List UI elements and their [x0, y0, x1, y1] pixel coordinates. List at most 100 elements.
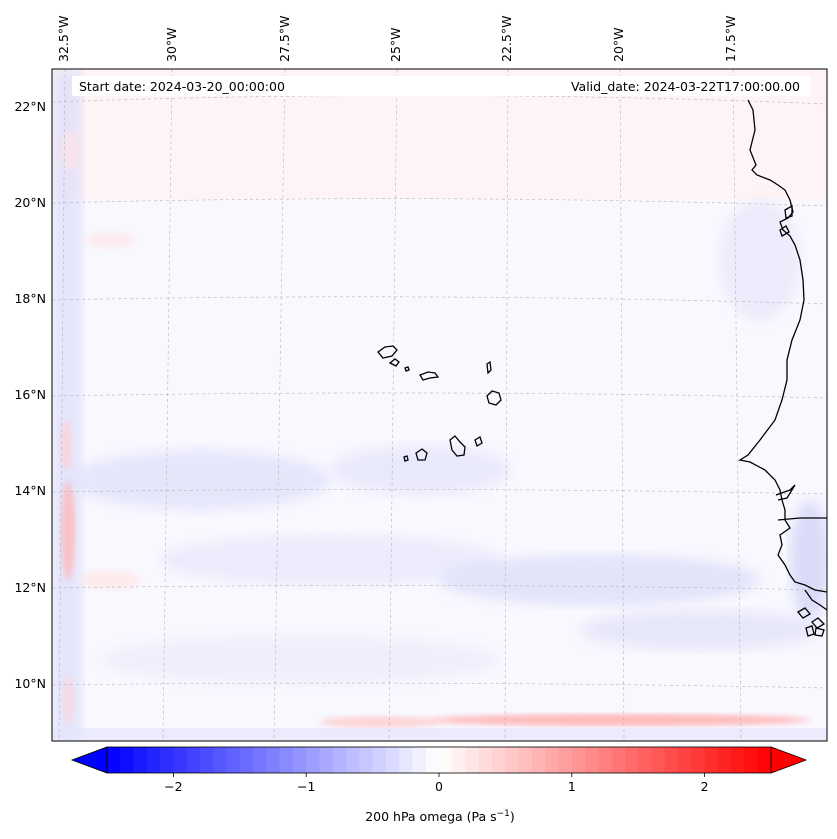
colorbar-step: [452, 747, 467, 773]
colorbar-tick-label: 1: [568, 779, 576, 794]
colorbar-step: [691, 747, 706, 773]
colorbar-step: [332, 747, 347, 773]
colorbar-step: [385, 747, 400, 773]
colorbar-step: [199, 747, 214, 773]
colorbar-step: [624, 747, 639, 773]
colorbar-label-sup: −1: [497, 809, 510, 819]
coastlines: [738, 99, 827, 637]
colorbar-step: [704, 747, 719, 773]
lon-label: 30°W: [164, 27, 179, 62]
lat-labels: 22°N 20°N 18°N 16°N 14°N 12°N 10°N: [14, 99, 46, 691]
colorbar-label-end: ): [510, 809, 515, 824]
colorbar-step: [120, 747, 135, 773]
map-panel: Start date: 2024-03-20_00:00:00 Valid_da…: [51, 68, 828, 742]
maio-island: [474, 436, 483, 447]
valid-date-label: Valid_date: 2024-03-22T17:00:00.00: [571, 79, 800, 94]
africa-coastline: [738, 99, 827, 593]
sal-island: [486, 360, 492, 375]
header-box: [72, 76, 810, 96]
colorbar-step: [160, 747, 174, 773]
lon-labels: 32.5°W 30°W 27.5°W 25°W 22.5°W 20°W 17.5…: [56, 16, 738, 62]
lat-label: 12°N: [14, 580, 46, 595]
colorbar-step: [399, 747, 413, 773]
colorbar-step: [266, 747, 281, 773]
colorbar-step: [611, 747, 626, 773]
colorbar-step: [531, 747, 546, 773]
colorbar-label: 200 hPa omega (Pa s−1): [365, 809, 515, 824]
colorbar-step: [585, 747, 599, 773]
colorbar-step: [279, 747, 294, 773]
lat-label: 22°N: [14, 99, 46, 114]
colorbar-step: [651, 747, 666, 773]
santo-antao-island: [377, 345, 398, 359]
colorbar-step: [359, 747, 374, 773]
lat-label: 14°N: [14, 483, 46, 498]
colorbar-step: [744, 747, 759, 773]
colorbar-step: [638, 747, 652, 773]
colorbar-tick-label: 2: [701, 779, 709, 794]
colorbar-step: [146, 747, 161, 773]
colorbar-step: [558, 747, 573, 773]
colorbar-step: [107, 747, 121, 773]
colorbar-step: [346, 747, 360, 773]
colorbar-step: [226, 747, 241, 773]
colorbar-step: [678, 747, 692, 773]
colorbar-step: [545, 747, 560, 773]
lon-label: 20°W: [611, 27, 626, 62]
lon-label: 27.5°W: [277, 16, 292, 62]
sao-vicente-island: [388, 358, 400, 367]
colorbar-step: [253, 747, 267, 773]
lat-label: 16°N: [14, 387, 46, 402]
brava-island: [403, 455, 409, 462]
colorbar-tick-label: −2: [164, 779, 182, 794]
colorbar-step: [412, 747, 427, 773]
lon-label: 17.5°W: [723, 16, 738, 62]
colorbar-step: [598, 747, 613, 773]
colorbar-step: [465, 747, 480, 773]
colorbar-step: [372, 747, 387, 773]
colorbar-step: [478, 747, 493, 773]
colorbar-step: [133, 747, 148, 773]
cape-verde-islands: [377, 345, 502, 462]
colorbar-step: [292, 747, 307, 773]
lon-label: 32.5°W: [56, 16, 71, 62]
lat-label: 18°N: [14, 291, 46, 306]
colorbar-step: [731, 747, 745, 773]
colorbar-label-text: 200 hPa omega (Pa s: [365, 809, 496, 824]
colorbar-step: [213, 747, 228, 773]
lat-label: 20°N: [14, 195, 46, 210]
colorbar-step: [664, 747, 679, 773]
colorbar-steps: [107, 747, 772, 773]
sao-nicolau-island: [419, 371, 440, 381]
start-date-label: Start date: 2024-03-20_00:00:00: [79, 79, 285, 94]
colorbar: −2 −1 0 1 2 200 hPa omega (Pa s−1): [70, 746, 808, 824]
colorbar-step: [505, 747, 520, 773]
map-frame: [51, 68, 828, 742]
colorbar-tick-label: 0: [435, 779, 443, 794]
fogo-island: [415, 448, 428, 461]
colorbar-tick-label: −1: [297, 779, 315, 794]
boa-vista-island: [486, 390, 502, 406]
colorbar-step: [425, 747, 440, 773]
lon-label: 22.5°W: [499, 16, 514, 62]
santiago-island: [449, 435, 466, 457]
lon-label: 25°W: [388, 27, 403, 62]
colorbar-extend-min: [70, 746, 108, 774]
colorbar-step: [173, 747, 188, 773]
colorbar-extend-max: [770, 746, 808, 774]
colorbar-step: [518, 747, 533, 773]
colorbar-ticks: −2 −1 0 1 2: [164, 773, 709, 794]
colorbar-step: [186, 747, 201, 773]
colorbar-step: [306, 747, 320, 773]
colorbar-step: [439, 747, 453, 773]
colorbar-step: [239, 747, 254, 773]
lat-label: 10°N: [14, 676, 46, 691]
colorbar-step: [717, 747, 732, 773]
colorbar-step: [757, 747, 772, 773]
colorbar-step: [319, 747, 334, 773]
colorbar-step: [571, 747, 586, 773]
gambia-coast: [777, 517, 827, 521]
colorbar-step: [492, 747, 506, 773]
gridlines: [52, 69, 827, 741]
